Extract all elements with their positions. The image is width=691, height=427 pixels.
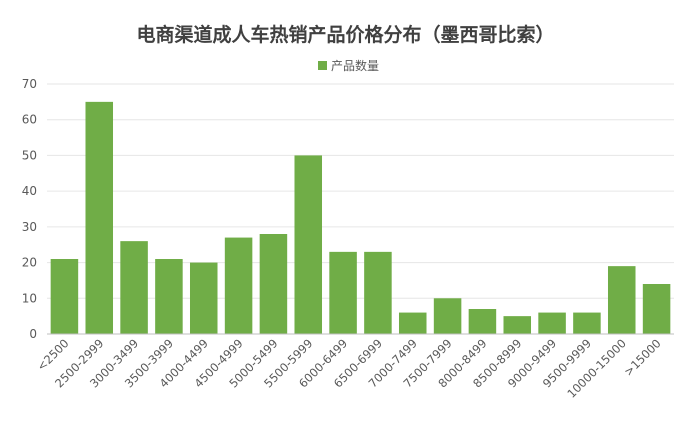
bar-5500-5999 [294, 155, 323, 334]
bar-6000-6499 [329, 251, 357, 334]
bar-4000-4499 [189, 262, 218, 334]
y-tick-label: 0 [29, 327, 37, 341]
y-tick-label: 70 [22, 77, 37, 91]
legend: 产品数量 [318, 58, 379, 73]
bar-4500-4999 [224, 237, 253, 334]
bar-9000-9499 [538, 312, 566, 334]
y-tick-label: 60 [22, 113, 37, 127]
y-tick-label: 50 [22, 148, 37, 162]
bar-6500-6999 [364, 251, 392, 334]
y-tick-label: 10 [22, 291, 37, 305]
gridlines [47, 83, 674, 299]
bar-9500-9999 [573, 312, 601, 334]
bar-8000-8499 [468, 309, 497, 334]
legend-swatch [318, 61, 327, 70]
chart-title: 电商渠道成人车热销产品价格分布（墨西哥比索） [136, 23, 554, 46]
bar-3500-3999 [155, 259, 183, 334]
x-axis-ticks: <25002500-29993000-34993500-39994000-449… [34, 336, 664, 401]
bar->15000 [642, 284, 671, 334]
bar-7500-7999 [433, 298, 462, 334]
y-tick-label: 40 [22, 184, 37, 198]
bar-7000-7499 [398, 312, 427, 334]
bars [50, 101, 671, 334]
bar-5000-5499 [259, 234, 288, 334]
bar-2500-2999 [85, 101, 114, 334]
bar-8500-8999 [503, 316, 532, 334]
y-tick-label: 20 [22, 256, 37, 270]
x-tick-label: >15000 [621, 336, 664, 379]
y-tick-label: 30 [22, 220, 37, 234]
bar-10000-15000 [607, 266, 636, 334]
bar-<2500 [50, 259, 79, 334]
bar-3000-3499 [120, 241, 148, 334]
legend-label: 产品数量 [331, 58, 379, 73]
y-axis-ticks: 0 10 20 30 40 50 60 70 [22, 77, 37, 341]
